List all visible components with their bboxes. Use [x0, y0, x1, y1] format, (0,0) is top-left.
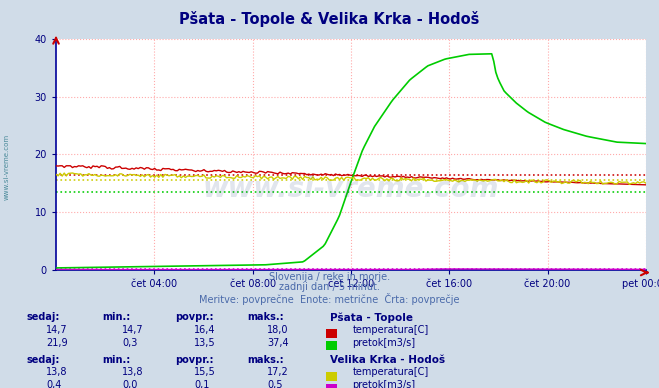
Text: pretok[m3/s]: pretok[m3/s] — [353, 338, 416, 348]
Text: zadnji dan / 5 minut.: zadnji dan / 5 minut. — [279, 282, 380, 293]
Text: 18,0: 18,0 — [267, 325, 289, 335]
Text: 13,8: 13,8 — [46, 367, 68, 378]
Text: pretok[m3/s]: pretok[m3/s] — [353, 380, 416, 388]
Text: www.si-vreme.com: www.si-vreme.com — [203, 175, 499, 203]
Text: 14,7: 14,7 — [46, 325, 68, 335]
Text: 0,1: 0,1 — [194, 380, 210, 388]
Text: Slovenija / reke in morje.: Slovenija / reke in morje. — [269, 272, 390, 282]
Text: Meritve: povprečne  Enote: metrične  Črta: povprečje: Meritve: povprečne Enote: metrične Črta:… — [199, 293, 460, 305]
Text: 15,5: 15,5 — [194, 367, 216, 378]
Text: www.si-vreme.com: www.si-vreme.com — [3, 134, 10, 200]
Text: sedaj:: sedaj: — [26, 355, 60, 365]
Text: 16,4: 16,4 — [194, 325, 216, 335]
Text: 0,4: 0,4 — [46, 380, 61, 388]
Text: temperatura[C]: temperatura[C] — [353, 367, 429, 378]
Text: 21,9: 21,9 — [46, 338, 68, 348]
Text: 13,5: 13,5 — [194, 338, 216, 348]
Text: maks.:: maks.: — [247, 312, 284, 322]
Text: Pšata - Topole: Pšata - Topole — [330, 312, 413, 323]
Text: maks.:: maks.: — [247, 355, 284, 365]
Text: Velika Krka - Hodoš: Velika Krka - Hodoš — [330, 355, 445, 365]
Text: Pšata - Topole & Velika Krka - Hodoš: Pšata - Topole & Velika Krka - Hodoš — [179, 11, 480, 27]
Text: temperatura[C]: temperatura[C] — [353, 325, 429, 335]
Text: povpr.:: povpr.: — [175, 312, 213, 322]
Text: povpr.:: povpr.: — [175, 355, 213, 365]
Text: sedaj:: sedaj: — [26, 312, 60, 322]
Text: 14,7: 14,7 — [122, 325, 144, 335]
Text: 17,2: 17,2 — [267, 367, 289, 378]
Text: 13,8: 13,8 — [122, 367, 144, 378]
Text: 0,5: 0,5 — [267, 380, 283, 388]
Text: 37,4: 37,4 — [267, 338, 289, 348]
Text: 0,3: 0,3 — [122, 338, 137, 348]
Text: 0,0: 0,0 — [122, 380, 137, 388]
Text: min.:: min.: — [102, 355, 130, 365]
Text: min.:: min.: — [102, 312, 130, 322]
